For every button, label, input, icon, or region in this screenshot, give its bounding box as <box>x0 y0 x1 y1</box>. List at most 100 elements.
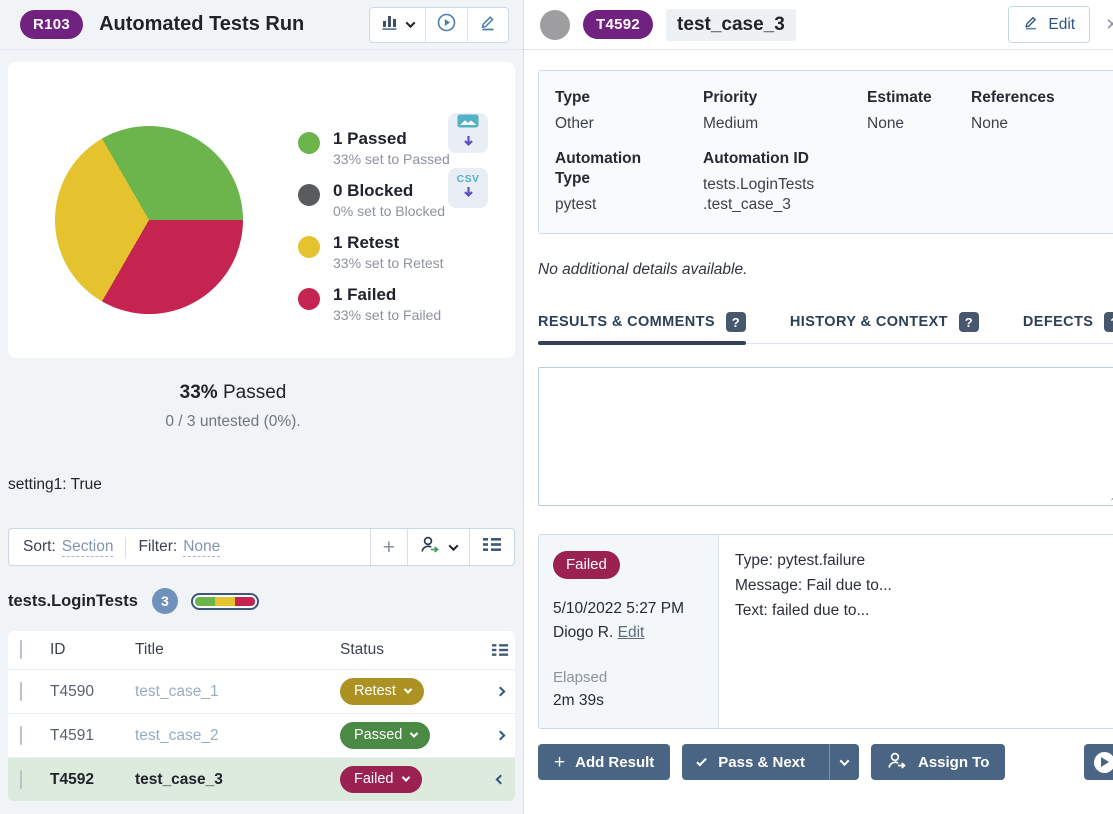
chart-downloads: CSV <box>448 113 488 208</box>
download-csv-button[interactable]: CSV <box>448 168 488 208</box>
legend-title: 0 Blocked <box>333 181 414 200</box>
test-title-link[interactable]: test_case_3 <box>135 770 223 788</box>
help-icon[interactable]: ? <box>1104 312 1113 332</box>
chevron-down-icon <box>405 18 416 29</box>
download-image-button[interactable] <box>448 113 488 153</box>
result-line-message: Message: Fail due to... <box>735 577 892 594</box>
comment-box <box>538 367 1113 506</box>
assign-user-icon <box>887 751 908 774</box>
retest-dot <box>298 236 320 258</box>
progress-failed <box>234 596 255 606</box>
detail-field-automation-id: Automation ID tests.LoginTests .test_cas… <box>703 150 815 213</box>
edit-case-button[interactable]: Edit <box>1008 6 1091 43</box>
filter-value-link[interactable]: None <box>183 537 221 557</box>
header-status: Status <box>340 641 384 658</box>
chevron-right-icon[interactable] <box>495 730 505 741</box>
table-row[interactable]: T4590 test_case_1 Retest <box>8 669 515 713</box>
legend-title: 1 Failed <box>333 285 397 304</box>
display-options-button[interactable] <box>469 529 514 565</box>
legend-title: 1 Retest <box>333 233 400 252</box>
pass-next-dropdown[interactable] <box>829 744 859 780</box>
table-columns-button[interactable] <box>485 643 515 657</box>
chevron-down-icon <box>403 685 413 694</box>
pie-chart <box>55 126 243 314</box>
table-row[interactable]: T4591 test_case_2 Passed <box>8 713 515 757</box>
plus-icon: + <box>382 535 395 559</box>
result-author: Diogo R. Edit <box>553 624 645 641</box>
sort-value-link[interactable]: Section <box>61 537 114 557</box>
row-checkbox[interactable] <box>20 725 22 745</box>
row-checkbox[interactable] <box>20 769 22 789</box>
progress-retest <box>214 596 235 606</box>
filter-label: Filter: <box>138 538 178 555</box>
close-icon[interactable]: × <box>1106 13 1113 36</box>
test-title-link[interactable]: test_case_2 <box>135 726 219 744</box>
run-summary: 33% Passed 0 / 3 untested (0%). <box>0 382 466 431</box>
pencil-icon <box>479 13 497 36</box>
help-icon[interactable]: ? <box>958 312 979 332</box>
test-group-header: tests.LoginTests 3 <box>8 588 515 614</box>
run-next-button[interactable] <box>1084 744 1113 780</box>
bar-chart-icon <box>381 13 399 36</box>
test-id: T4592 <box>50 770 94 788</box>
legend-item-failed: 1 Failed 33% set to Failed <box>298 284 450 324</box>
tab-results-comments[interactable]: RESULTS & COMMENTS ? <box>538 312 746 345</box>
rerun-button[interactable] <box>425 7 467 42</box>
header-title: Title <box>135 641 164 658</box>
help-icon[interactable]: ? <box>725 312 746 332</box>
run-toolbar <box>369 6 509 43</box>
divider <box>125 537 127 557</box>
chevron-left-icon[interactable] <box>495 774 505 785</box>
result-status-badge: Failed <box>553 551 620 579</box>
status-dropdown[interactable]: Retest <box>340 678 424 705</box>
passed-dot <box>298 132 320 154</box>
test-title-link[interactable]: test_case_1 <box>135 682 219 700</box>
comment-input[interactable] <box>538 367 1113 506</box>
detail-field-type: Type Other <box>555 89 594 132</box>
columns-icon <box>482 537 502 557</box>
summary-untested: 0 / 3 untested (0%). <box>165 413 301 430</box>
detail-field-automation-type: Automation Type pytest <box>555 150 642 213</box>
case-details-card: Type Other Priority Medium Estimate None… <box>538 70 1113 234</box>
tab-defects[interactable]: DEFECTS ? <box>1023 312 1113 343</box>
image-icon <box>457 114 479 133</box>
add-result-button[interactable]: + Add Result <box>538 744 671 780</box>
run-title: Automated Tests Run <box>99 13 305 35</box>
legend-item-passed: 1 Passed 33% set to Passed <box>298 128 450 168</box>
download-arrow-icon <box>462 185 475 203</box>
tab-history-context[interactable]: HISTORY & CONTEXT ? <box>790 312 979 343</box>
row-checkbox[interactable] <box>20 681 22 701</box>
add-test-button[interactable]: + <box>369 529 407 565</box>
chevron-down-icon <box>448 540 459 551</box>
no-details-text: No additional details available. <box>538 261 748 278</box>
header-id: ID <box>50 641 66 658</box>
result-details: Type: pytest.failure Message: Fail due t… <box>719 535 1113 728</box>
pass-and-next-button[interactable]: Pass & Next <box>682 744 859 780</box>
select-all-checkbox[interactable] <box>20 640 22 659</box>
run-id-badge: R103 <box>20 10 84 39</box>
table-header: ID Title Status <box>8 631 515 669</box>
detail-field-references: References None <box>971 89 1055 132</box>
run-header: R103 Automated Tests Run <box>0 0 523 50</box>
table-row-selected[interactable]: T4592 test_case_3 Failed <box>8 757 515 801</box>
assign-dropdown-button[interactable] <box>407 529 469 565</box>
legend-sub: 33% set to Retest <box>333 255 444 271</box>
avatar <box>540 9 570 40</box>
plus-icon: + <box>554 751 566 773</box>
status-dropdown[interactable]: Failed <box>340 766 422 793</box>
run-setting: setting1: True <box>8 476 102 493</box>
edit-result-link[interactable]: Edit <box>617 624 645 641</box>
elapsed-value: 2m 39s <box>553 692 604 709</box>
status-dropdown[interactable]: Passed <box>340 722 431 749</box>
play-circle-icon <box>437 13 456 37</box>
chart-view-dropdown-button[interactable] <box>370 8 425 42</box>
chevron-right-icon[interactable] <box>495 686 505 697</box>
chart-card: 1 Passed 33% set to Passed 0 Blocked 0% … <box>8 62 515 358</box>
assign-to-button[interactable]: Assign To <box>871 744 1006 780</box>
group-count-badge: 3 <box>151 588 178 614</box>
assign-user-icon <box>420 535 441 559</box>
detail-field-priority: Priority Medium <box>703 89 759 132</box>
chevron-down-icon <box>839 755 850 766</box>
pencil-icon <box>1023 14 1039 35</box>
edit-run-button[interactable] <box>467 7 508 42</box>
